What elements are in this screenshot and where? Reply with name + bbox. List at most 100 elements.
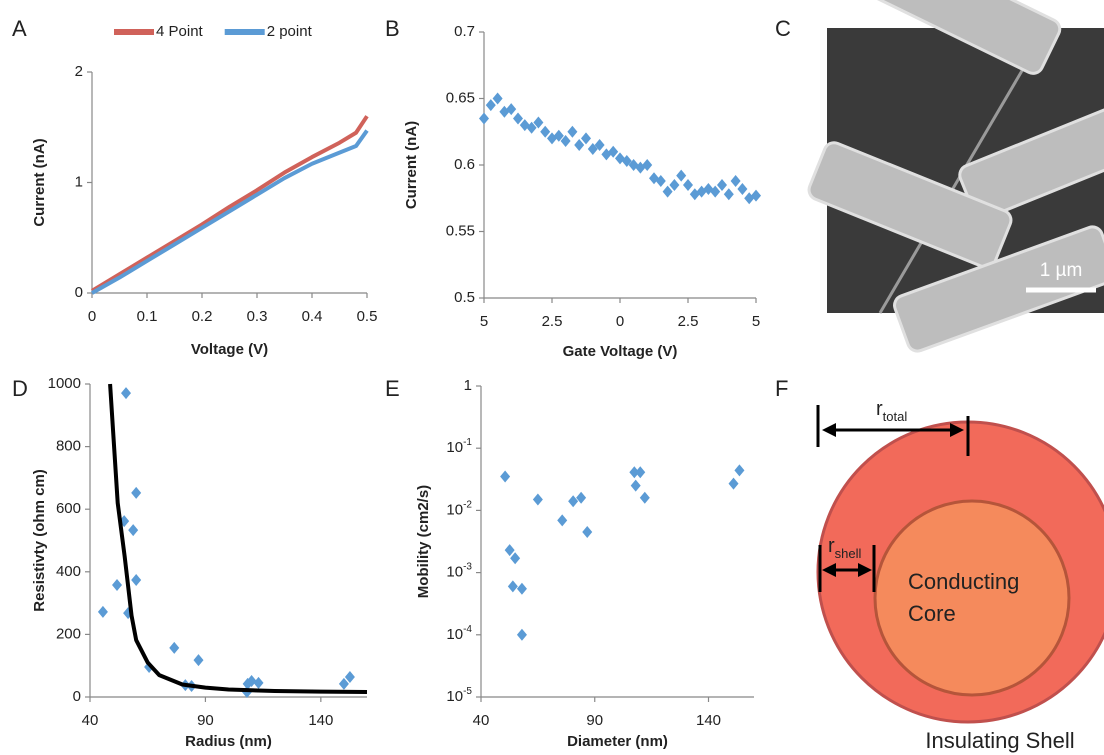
data-point <box>516 628 527 641</box>
x-tick-label: 40 <box>473 712 490 729</box>
data-point <box>728 477 739 490</box>
data-point <box>581 132 591 145</box>
data-point <box>576 491 587 504</box>
data-point <box>655 174 666 187</box>
y-tick-label: 0.65 <box>446 89 475 106</box>
legend-label: 4 Point <box>156 23 204 40</box>
tick-exponent: -5 <box>463 686 472 697</box>
tick-base: 10 <box>446 439 463 456</box>
y-tick-label: 600 <box>56 500 81 517</box>
data-point <box>516 582 527 595</box>
data-point <box>582 525 593 538</box>
data-point <box>567 125 578 138</box>
data-point <box>519 119 530 132</box>
data-point <box>630 479 641 492</box>
y-tick-label: 10-3 <box>446 561 472 580</box>
data-point <box>642 159 653 171</box>
data-point <box>533 116 544 129</box>
tick-base: 10 <box>446 564 463 581</box>
data-point <box>131 486 142 499</box>
data-point <box>112 578 123 591</box>
x-tick-label: 0.5 <box>357 308 378 325</box>
y-tick-label: 0.6 <box>454 156 475 173</box>
data-point <box>169 641 180 654</box>
data-point <box>676 169 687 182</box>
x-tick-label: 5 <box>480 313 488 330</box>
tick-exponent: -1 <box>463 437 472 448</box>
x-axis-title: Gate Voltage (V) <box>563 343 678 360</box>
y-tick-label: 0.55 <box>446 222 475 239</box>
x-tick-label: 5 <box>752 313 760 330</box>
subscript: total <box>883 409 908 424</box>
data-point <box>526 121 537 134</box>
tick-base: 10 <box>446 501 463 518</box>
series-line <box>90 115 369 293</box>
legend-label: 2 point <box>267 23 313 40</box>
panel-label: C <box>775 16 791 41</box>
panel-label: A <box>12 16 27 41</box>
x-tick-label: 0.1 <box>137 308 158 325</box>
data-point <box>594 139 605 152</box>
data-point <box>246 675 257 688</box>
data-point <box>97 605 108 618</box>
y-tick-label: 0 <box>73 688 81 705</box>
data-point <box>635 466 646 479</box>
data-point <box>485 99 496 112</box>
y-tick-label: 800 <box>56 438 81 455</box>
data-point <box>253 676 264 689</box>
data-point <box>568 495 579 508</box>
r-total-label: rtotal <box>876 398 907 424</box>
x-tick-label: 0.2 <box>192 308 213 325</box>
subscript: shell <box>835 546 862 561</box>
y-tick-label: 2 <box>75 63 83 80</box>
y-tick-label: 10-5 <box>446 686 472 705</box>
x-tick-label: 0.3 <box>247 308 268 325</box>
x-tick-label: 140 <box>308 712 333 729</box>
chart: 0 200 400 600 800 1000 40 90 140 Radius (nm) Resis… <box>31 375 368 750</box>
symbol: r <box>876 398 883 420</box>
data-point <box>344 670 355 683</box>
y-tick-label: 0.5 <box>454 289 475 306</box>
x-tick-label: 40 <box>82 712 99 729</box>
series-line <box>91 129 369 295</box>
data-point <box>121 387 132 400</box>
y-axis-title: Current (nA) <box>403 121 420 209</box>
data-point <box>128 524 139 537</box>
y-tick-label: 1000 <box>48 375 81 392</box>
x-axis-title: Radius (nm) <box>185 733 272 750</box>
data-point <box>504 544 515 557</box>
data-point <box>338 677 349 690</box>
chart: 0 1 2 0 0.1 0.2 0.3 0.4 0.5 Voltage (V) Current (n… <box>31 23 377 358</box>
y-axis-title: Current (nA) <box>31 138 48 226</box>
data-point <box>734 464 745 477</box>
data-point <box>751 189 761 202</box>
panel-label: E <box>385 376 400 401</box>
y-tick-label: 400 <box>56 563 81 580</box>
chart: 0.5 0.55 0.6 0.65 0.7 5 2.5 0 2.5 5 Gate Voltage (… <box>403 23 761 360</box>
scale-bar-label: 1 µm <box>1040 260 1083 281</box>
panel-label: B <box>385 16 400 41</box>
x-axis-title: Diameter (nm) <box>567 733 668 750</box>
y-tick-label: 1 <box>75 173 83 190</box>
y-tick-label: 0 <box>75 284 83 301</box>
tick-base: 10 <box>446 626 463 643</box>
y-tick-label: 10-1 <box>446 437 472 456</box>
data-point <box>587 143 598 156</box>
data-point <box>492 92 503 105</box>
core-label: Core <box>908 601 956 626</box>
data-point <box>669 178 680 191</box>
data-point <box>683 178 693 191</box>
x-tick-label: 90 <box>197 712 214 729</box>
data-point <box>662 185 673 198</box>
y-tick-label: 10-4 <box>446 623 472 642</box>
x-tick-label: 140 <box>696 712 721 729</box>
data-point <box>500 470 511 483</box>
shell-label: Insulating Shell <box>925 728 1074 753</box>
data-point <box>574 139 585 152</box>
data-point <box>193 654 204 667</box>
x-tick-label: 2.5 <box>678 313 699 330</box>
tick-exponent: -2 <box>463 499 472 510</box>
data-point <box>532 493 543 506</box>
core-shell-diagram: rtotal rshell Conducting Core Insulating… <box>816 398 1104 753</box>
x-tick-label: 0 <box>88 308 96 325</box>
